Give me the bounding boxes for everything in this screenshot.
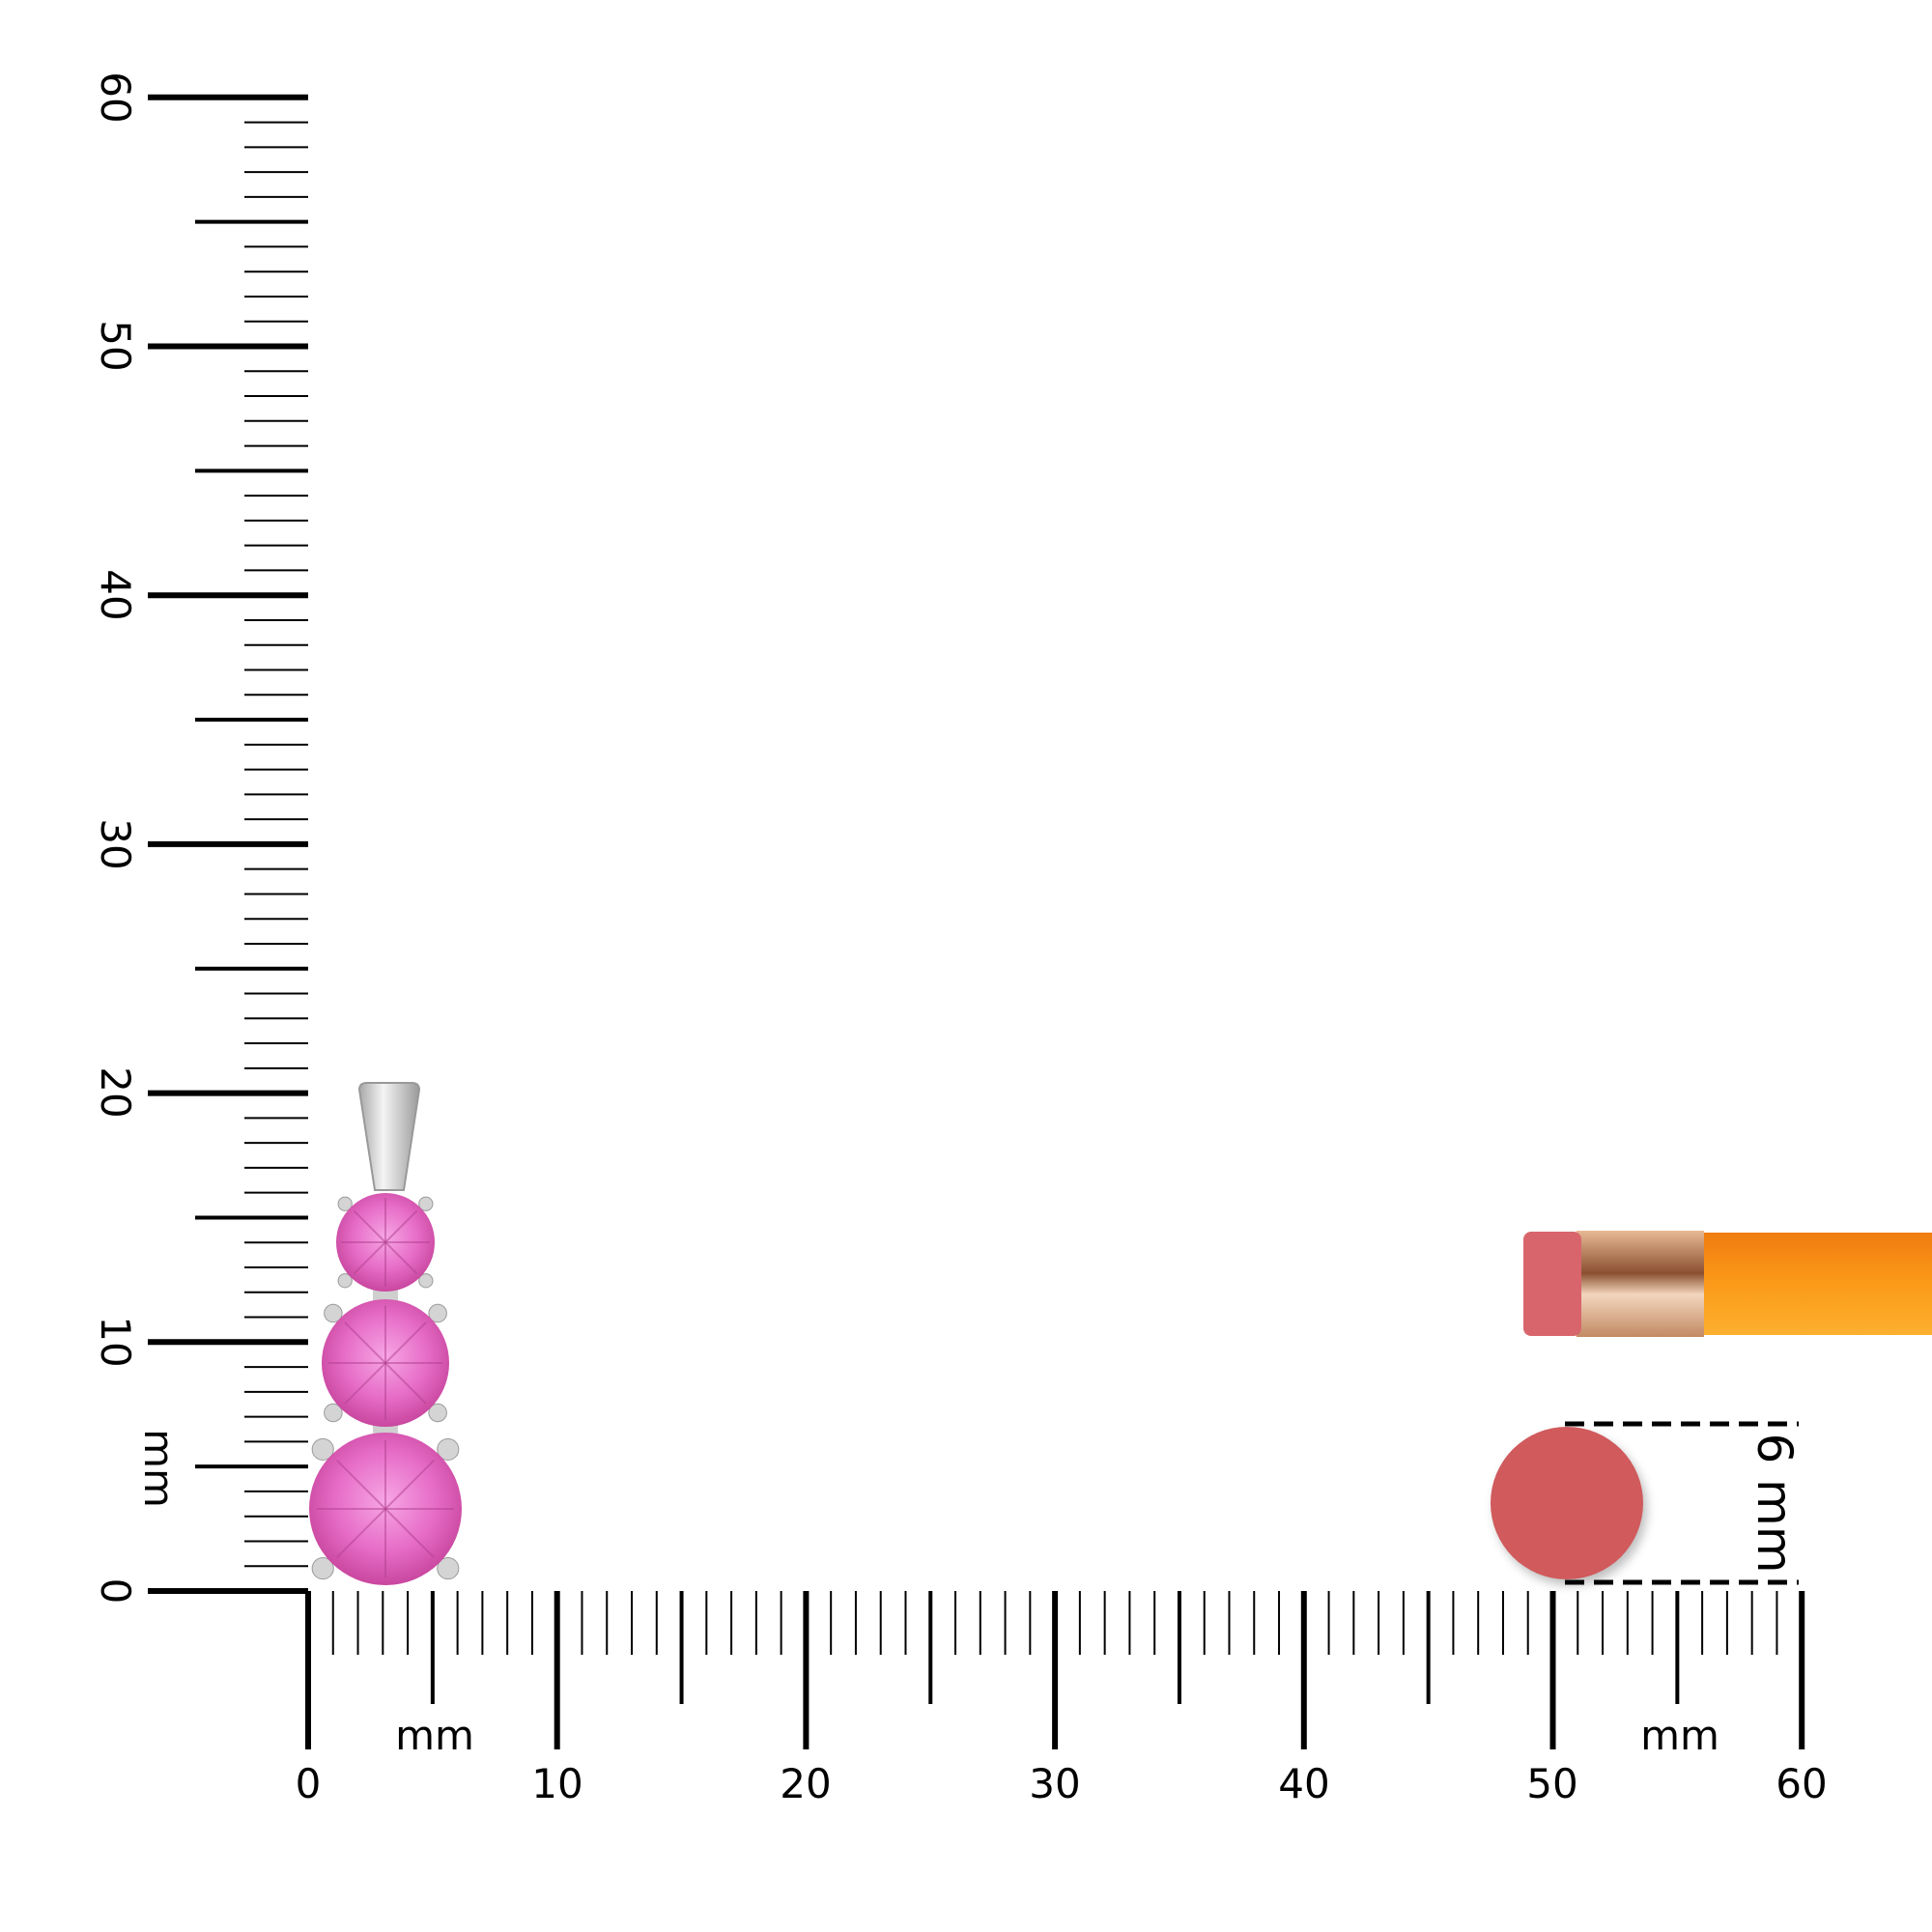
vertical-label-10: 10 <box>92 1316 139 1367</box>
prong <box>311 1557 334 1580</box>
pencil-body <box>1702 1233 1932 1335</box>
eraser-end-circle <box>1491 1427 1643 1579</box>
facet-line <box>384 1362 427 1405</box>
gemstone <box>309 1433 462 1585</box>
gemstone <box>336 1193 435 1292</box>
horizontal-unit-label-right: mm <box>1640 1712 1719 1759</box>
facet-line <box>384 1321 427 1364</box>
facet-line <box>344 1321 386 1364</box>
horizontal-label-10: 10 <box>531 1760 582 1807</box>
eraser-size-reference: 6 mm <box>1491 1421 1803 1585</box>
horizontal-label-0: 0 <box>296 1760 322 1807</box>
facet-line <box>336 1508 386 1558</box>
pencil-eraser <box>1523 1232 1581 1336</box>
pendant-image <box>309 1082 462 1585</box>
prong <box>428 1403 447 1423</box>
prong <box>324 1403 343 1423</box>
vertical-label-40: 40 <box>92 569 139 620</box>
vertical-unit-label: mm <box>135 1429 183 1508</box>
dimension-label: 6 mm <box>1747 1433 1803 1573</box>
horizontal-label-30: 30 <box>1029 1760 1080 1807</box>
pencil-image <box>1523 1231 1932 1337</box>
vertical-label-20: 20 <box>92 1066 139 1118</box>
facet-line <box>353 1241 386 1275</box>
vertical-label-0: 0 <box>92 1578 139 1605</box>
horizontal-unit-label-left: mm <box>395 1712 474 1759</box>
prong <box>324 1303 343 1323</box>
facet-line <box>384 1241 418 1275</box>
horizontal-label-50: 50 <box>1526 1760 1577 1807</box>
vertical-ruler-labels: 0 10 20 30 40 50 60 mm <box>92 71 183 1604</box>
horizontal-ruler <box>305 1591 1805 1749</box>
prong <box>418 1196 434 1211</box>
prong <box>437 1557 460 1580</box>
facet-line <box>336 1460 386 1510</box>
facet-line <box>384 1209 418 1243</box>
horizontal-ruler-labels: 0 10 20 30 40 50 60 mm mm <box>296 1712 1828 1807</box>
horizontal-label-60: 60 <box>1776 1760 1827 1807</box>
prong <box>437 1437 460 1461</box>
prong <box>337 1196 353 1211</box>
pencil-ferrule <box>1577 1231 1704 1337</box>
vertical-label-30: 30 <box>92 818 139 869</box>
facet-line <box>353 1209 386 1243</box>
gemstone <box>322 1299 449 1427</box>
vertical-label-50: 50 <box>92 320 139 371</box>
prong <box>311 1437 334 1461</box>
facet-line <box>344 1362 386 1405</box>
facet-line <box>384 1460 435 1510</box>
horizontal-label-40: 40 <box>1278 1760 1329 1807</box>
prong <box>337 1273 353 1289</box>
pendant-bail <box>357 1082 421 1191</box>
vertical-label-60: 60 <box>92 71 139 123</box>
facet-line <box>384 1508 435 1558</box>
horizontal-label-20: 20 <box>780 1760 831 1807</box>
prong <box>428 1303 447 1323</box>
prong <box>418 1273 434 1289</box>
vertical-ruler <box>148 94 308 1594</box>
